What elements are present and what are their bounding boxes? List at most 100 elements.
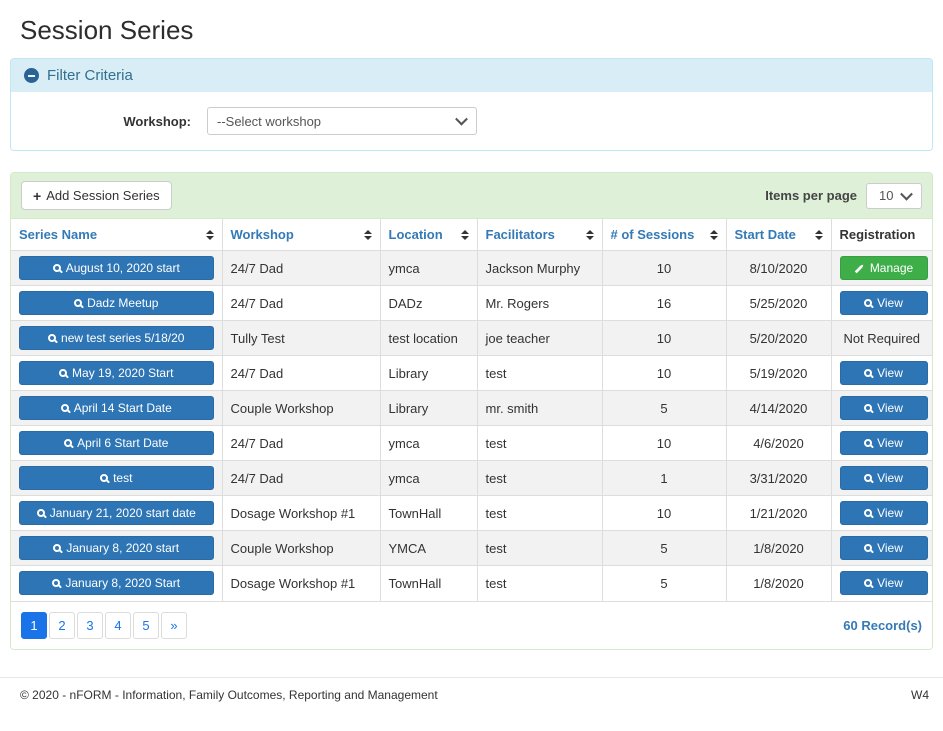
cell-start-date: 5/19/2020 bbox=[726, 355, 832, 391]
cell-start-date: 1/8/2020 bbox=[726, 530, 832, 566]
cell-workshop: Couple Workshop bbox=[222, 390, 381, 426]
series-name-button[interactable]: April 14 Start Date bbox=[19, 396, 214, 420]
search-icon bbox=[36, 509, 45, 517]
column-header-facilitators[interactable]: Facilitators bbox=[477, 219, 603, 251]
column-header-sessions[interactable]: # of Sessions bbox=[602, 219, 727, 251]
column-header-label: # of Sessions bbox=[610, 227, 695, 242]
column-header-workshop[interactable]: Workshop bbox=[222, 219, 381, 251]
table-toolbar: + Add Session Series Items per page 10 bbox=[11, 173, 932, 219]
cell-facilitators: test bbox=[477, 530, 603, 566]
items-per-page: Items per page 10 bbox=[765, 182, 922, 209]
view-registration-button[interactable]: View bbox=[839, 396, 928, 420]
cell-workshop: Tully Test bbox=[222, 320, 381, 356]
workshop-select[interactable]: --Select workshop bbox=[207, 107, 477, 135]
cell-start-date: 5/20/2020 bbox=[726, 320, 832, 356]
cell-facilitators: Mr. Rogers bbox=[477, 285, 603, 321]
cell-sessions: 10 bbox=[602, 320, 727, 356]
cell-workshop: 24/7 Dad bbox=[222, 250, 381, 286]
cell-series-name: test bbox=[11, 460, 223, 496]
series-name-button[interactable]: January 21, 2020 start date bbox=[19, 501, 214, 525]
session-series-table: Series Name Workshop Location Facilitators #… bbox=[11, 219, 932, 601]
cell-series-name: August 10, 2020 start bbox=[11, 250, 223, 286]
sort-icon[interactable] bbox=[202, 229, 214, 240]
sort-icon[interactable] bbox=[811, 229, 823, 240]
view-registration-button[interactable]: View bbox=[839, 571, 928, 596]
cell-start-date: 3/31/2020 bbox=[726, 460, 832, 496]
items-per-page-select[interactable]: 10 bbox=[866, 182, 922, 209]
cell-facilitators: test bbox=[477, 495, 603, 531]
cell-sessions: 5 bbox=[602, 565, 727, 601]
cell-start-date: 4/6/2020 bbox=[726, 425, 832, 461]
search-icon bbox=[53, 544, 62, 552]
view-registration-button[interactable]: View bbox=[839, 431, 928, 455]
cell-facilitators: test bbox=[477, 565, 603, 601]
cell-start-date: 4/14/2020 bbox=[726, 390, 832, 426]
series-name-button[interactable]: August 10, 2020 start bbox=[19, 256, 214, 280]
cell-location: TownHall bbox=[380, 495, 478, 531]
cell-workshop: 24/7 Dad bbox=[222, 425, 381, 461]
session-series-panel: + Add Session Series Items per page 10 S… bbox=[10, 172, 933, 650]
manage-registration-button[interactable]: Manage bbox=[839, 256, 928, 280]
series-name-button[interactable]: May 19, 2020 Start bbox=[19, 361, 214, 385]
cell-sessions: 5 bbox=[602, 530, 727, 566]
cell-location: test location bbox=[380, 320, 478, 356]
view-registration-button[interactable]: View bbox=[839, 501, 928, 525]
series-name-button[interactable]: April 6 Start Date bbox=[19, 431, 214, 455]
filter-criteria-body: Workshop: --Select workshop bbox=[11, 92, 932, 150]
collapse-minus-icon[interactable] bbox=[24, 68, 39, 83]
cell-registration: View bbox=[831, 286, 932, 321]
cell-registration: View bbox=[831, 496, 932, 531]
series-name-button[interactable]: January 8, 2020 Start bbox=[19, 571, 214, 596]
cell-facilitators: Jackson Murphy bbox=[477, 250, 603, 286]
view-registration-button[interactable]: View bbox=[839, 466, 928, 490]
search-icon bbox=[100, 474, 109, 482]
cell-location: DADz bbox=[380, 285, 478, 321]
filter-criteria-header[interactable]: Filter Criteria bbox=[11, 59, 932, 92]
pagination-page-4[interactable]: 4 bbox=[105, 611, 131, 639]
pagination-page-5[interactable]: 5 bbox=[133, 611, 159, 639]
cell-series-name: May 19, 2020 Start bbox=[11, 355, 223, 391]
column-header-start_date[interactable]: Start Date bbox=[726, 219, 832, 251]
sort-icon[interactable] bbox=[706, 229, 718, 240]
pagination-next-button[interactable]: » bbox=[161, 611, 187, 639]
pagination-page-3[interactable]: 3 bbox=[77, 611, 103, 639]
search-icon bbox=[60, 404, 69, 412]
search-icon bbox=[864, 509, 873, 517]
cell-sessions: 16 bbox=[602, 285, 727, 321]
column-header-label: Facilitators bbox=[485, 227, 555, 242]
sort-icon[interactable] bbox=[360, 229, 372, 240]
search-icon bbox=[864, 299, 873, 307]
sort-icon[interactable] bbox=[457, 229, 469, 240]
footer-copyright: © 2020 - nFORM - Information, Family Out… bbox=[20, 687, 438, 702]
series-name-button[interactable]: January 8, 2020 start bbox=[19, 536, 214, 560]
cell-location: Library bbox=[380, 390, 478, 426]
search-icon bbox=[864, 369, 873, 377]
column-header-series_name[interactable]: Series Name bbox=[11, 219, 223, 251]
cell-registration: View bbox=[831, 531, 932, 566]
items-per-page-label: Items per page bbox=[765, 188, 857, 203]
series-name-button[interactable]: test bbox=[19, 466, 214, 490]
cell-workshop: Dosage Workshop #1 bbox=[222, 495, 381, 531]
cell-workshop: 24/7 Dad bbox=[222, 285, 381, 321]
cell-facilitators: test bbox=[477, 425, 603, 461]
sort-icon[interactable] bbox=[582, 229, 594, 240]
pagination-page-1[interactable]: 1 bbox=[21, 611, 47, 639]
column-header-location[interactable]: Location bbox=[380, 219, 478, 251]
series-name-button[interactable]: Dadz Meetup bbox=[19, 291, 214, 315]
series-name-button[interactable]: new test series 5/18/20 bbox=[19, 326, 214, 350]
search-icon bbox=[864, 439, 873, 447]
search-icon bbox=[864, 579, 873, 588]
search-icon bbox=[64, 439, 73, 447]
page-title: Session Series bbox=[20, 15, 194, 45]
items-per-page-select-wrap: 10 bbox=[866, 182, 922, 209]
view-registration-button[interactable]: View bbox=[839, 291, 928, 315]
column-header-label: Series Name bbox=[19, 227, 98, 242]
add-session-series-button[interactable]: + Add Session Series bbox=[21, 181, 172, 210]
table-row: test 24/7 Dad ymca test 1 3/31/2020 View bbox=[11, 460, 932, 496]
cell-registration: Manage bbox=[831, 251, 932, 286]
pagination-page-2[interactable]: 2 bbox=[49, 611, 75, 639]
column-header-label: Workshop bbox=[230, 227, 294, 242]
view-registration-button[interactable]: View bbox=[839, 536, 928, 560]
view-registration-button[interactable]: View bbox=[839, 361, 928, 385]
add-session-series-label: Add Session Series bbox=[46, 188, 160, 203]
